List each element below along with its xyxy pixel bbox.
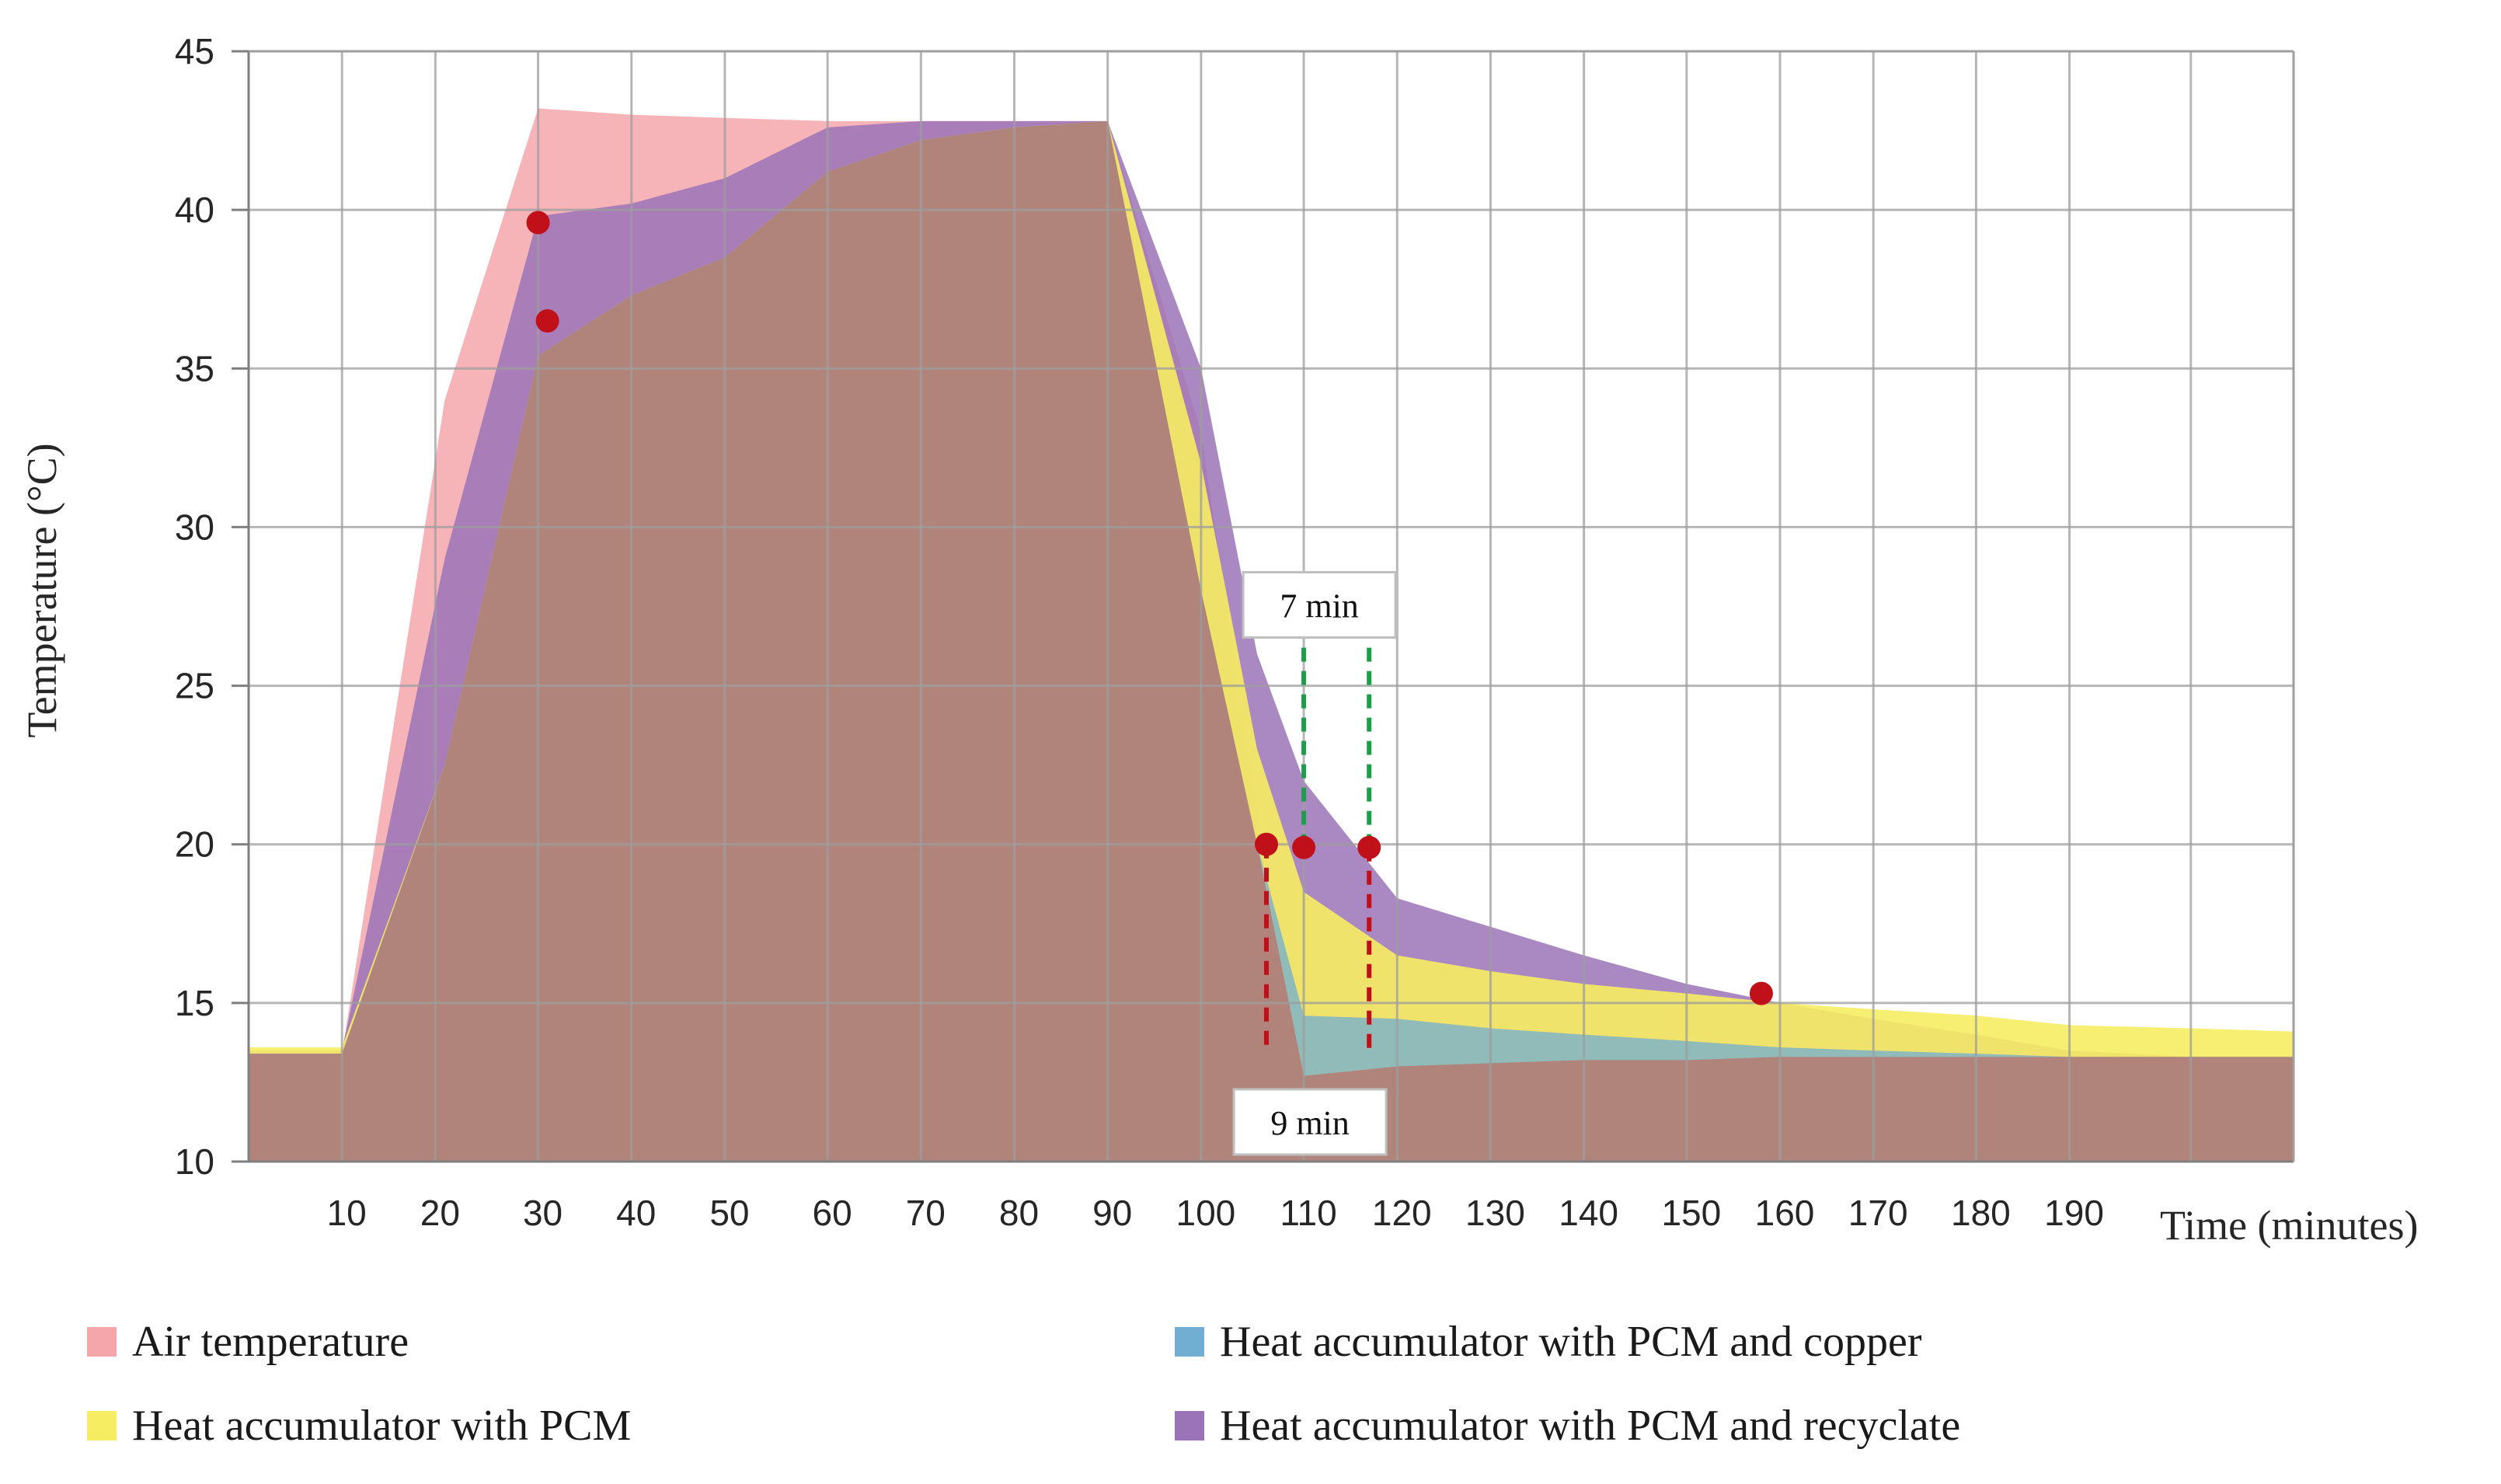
x-tick-label: 50 bbox=[709, 1193, 749, 1233]
data-marker bbox=[1749, 981, 1773, 1005]
y-tick-label: 35 bbox=[175, 348, 214, 388]
x-tick-label: 70 bbox=[906, 1193, 946, 1233]
y-tick-label: 25 bbox=[175, 666, 214, 706]
x-tick-label: 20 bbox=[420, 1193, 460, 1233]
y-tick-label: 15 bbox=[175, 983, 214, 1023]
y-axis-title: Temperature (°C) bbox=[19, 443, 65, 737]
x-tick-label: 170 bbox=[1848, 1193, 1908, 1233]
series-areas bbox=[249, 108, 2294, 1162]
axes bbox=[232, 50, 2295, 1163]
x-tick-labels: 10 20 30 40 50 60 70 80 90 100 110 120 130 140 150 160 1… bbox=[327, 1193, 2104, 1233]
y-tick-label: 20 bbox=[175, 824, 214, 865]
annotation-box bbox=[1232, 1088, 1388, 1156]
x-tick-label: 160 bbox=[1755, 1193, 1815, 1233]
x-tick-label: 130 bbox=[1465, 1193, 1525, 1233]
data-marker bbox=[1254, 832, 1278, 856]
annotation-box bbox=[1242, 571, 1397, 639]
data-marker bbox=[535, 309, 559, 333]
data-marker bbox=[1292, 835, 1316, 859]
annotation-markers: 7 min 9 min bbox=[526, 211, 1773, 1156]
annotation-label: 7 min bbox=[1280, 587, 1358, 625]
x-tick-label: 100 bbox=[1176, 1193, 1235, 1233]
x-tick-label: 60 bbox=[813, 1193, 852, 1233]
data-marker bbox=[1357, 835, 1381, 859]
x-axis-title: Time (minutes) bbox=[2160, 1202, 2419, 1249]
x-tick-label: 190 bbox=[2044, 1193, 2104, 1233]
x-tick-label: 150 bbox=[1661, 1193, 1721, 1233]
x-tick-label: 10 bbox=[327, 1193, 367, 1233]
y-tick-labels: 10 15 20 25 30 35 40 45 bbox=[175, 31, 214, 1182]
x-tick-label: 80 bbox=[999, 1193, 1039, 1233]
x-tick-label: 30 bbox=[523, 1193, 563, 1233]
y-tick-label: 10 bbox=[175, 1141, 214, 1182]
x-tick-label: 40 bbox=[616, 1193, 656, 1233]
y-tick-label: 45 bbox=[175, 31, 214, 71]
data-marker bbox=[526, 211, 550, 235]
series-area-overlap bbox=[249, 120, 2294, 1162]
x-tick-label: 120 bbox=[1372, 1193, 1432, 1233]
x-tick-label: 110 bbox=[1280, 1193, 1336, 1233]
x-tick-label: 180 bbox=[1951, 1193, 2011, 1233]
y-tick-label: 30 bbox=[175, 507, 214, 547]
x-tick-label: 140 bbox=[1559, 1193, 1618, 1233]
y-tick-label: 40 bbox=[175, 190, 214, 230]
x-tick-label: 90 bbox=[1092, 1193, 1132, 1233]
annotation-label: 9 min bbox=[1270, 1104, 1349, 1142]
